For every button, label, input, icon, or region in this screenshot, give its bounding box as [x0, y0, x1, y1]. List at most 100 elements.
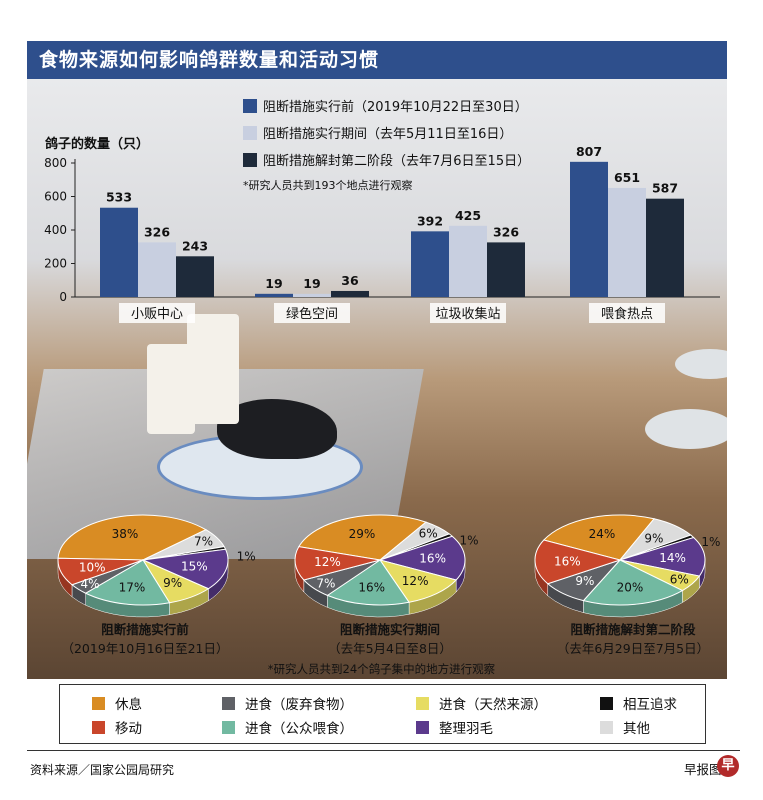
- pie-slice-label: 4%: [80, 577, 99, 591]
- pie-slice-label: 17%: [119, 580, 146, 594]
- y-tick-label: 0: [59, 290, 67, 304]
- legend-item: 阻断措施解封第二阶段（去年7月6日至15日）: [243, 146, 530, 173]
- pie-slice-label: 24%: [589, 527, 616, 541]
- legend-item: 休息: [92, 693, 142, 713]
- legend-item: 阻断措施实行期间（去年5月11日至16日）: [243, 119, 530, 146]
- category-label-bg: [119, 303, 195, 323]
- pie-slice-label: 12%: [402, 574, 429, 588]
- y-tick-label: 200: [44, 257, 67, 271]
- pie-subtitle: （去年5月4日至8日）: [328, 641, 452, 656]
- pie-slice-label: 16%: [419, 552, 446, 566]
- bar: [176, 256, 214, 297]
- bar-value-label: 243: [182, 238, 208, 253]
- legend-item: 移动: [92, 717, 142, 737]
- legend-item: 进食（废弃食物）: [222, 693, 353, 713]
- pie-title: 阻断措施解封第二阶段: [570, 622, 696, 637]
- legend-item: 阻断措施实行前（2019年10月22日至30日）: [243, 92, 530, 119]
- legend-swatch: [243, 125, 257, 140]
- bar-note: *研究人员共到193个地点进行观察: [243, 179, 413, 192]
- bar: [608, 187, 646, 297]
- category-label-bg: [430, 303, 506, 323]
- bar-value-label: 392: [417, 213, 443, 228]
- bar: [255, 293, 293, 297]
- bar-value-label: 36: [341, 273, 359, 288]
- category-label: 喂食热点: [601, 306, 653, 322]
- pie-subtitle: （2019年10月16日至21日）: [61, 641, 229, 656]
- pie-title: 阻断措施实行前: [101, 622, 189, 637]
- pie-slice-label: 9%: [163, 576, 182, 590]
- bar-value-label: 425: [455, 208, 481, 223]
- legend-swatch: [222, 720, 235, 734]
- bar: [331, 290, 369, 297]
- source-credit: 资料来源／国家公园局研究: [30, 763, 175, 777]
- bar: [570, 161, 608, 297]
- pie-slice-label: 16%: [358, 581, 385, 595]
- pie-slice-label: 29%: [349, 527, 376, 541]
- brand-label: 早报图: [684, 762, 722, 777]
- legend-swatch: [222, 696, 235, 710]
- page-title: 食物来源如何影响鸽群数量和活动习惯: [27, 41, 727, 79]
- bar: [138, 242, 176, 297]
- legend-label: 阻断措施实行期间（去年5月11日至16日）: [263, 127, 513, 142]
- pie-slice: [298, 514, 427, 561]
- category-legend: 休息 进食（废弃食物） 进食（天然来源） 相互追求 移动 进食（公众喂食） 整理…: [59, 684, 706, 744]
- bar-value-label: 651: [614, 170, 640, 185]
- bar-value-label: 807: [576, 144, 602, 159]
- pie-slice: [141, 548, 229, 590]
- legend-label: 阻断措施解封第二阶段（去年7月6日至15日）: [263, 154, 531, 169]
- legend-swatch: [600, 720, 613, 734]
- legend-label: 移动: [115, 721, 142, 737]
- legend-swatch: [416, 720, 429, 734]
- y-tick-label: 400: [44, 223, 67, 237]
- pie-slice: [84, 559, 171, 606]
- legend-swatch: [600, 696, 613, 710]
- pie-slice-label: 1%: [701, 535, 720, 549]
- legend-swatch: [243, 152, 257, 167]
- pie-slice: [534, 539, 622, 585]
- pie-slice-label: 1%: [237, 550, 256, 564]
- bar: [646, 198, 684, 297]
- pie-slice-label: 15%: [181, 559, 208, 573]
- pie-slice-label: 9%: [575, 574, 594, 588]
- pie-slice-label: 16%: [554, 554, 581, 568]
- pie-slice: [326, 559, 410, 606]
- bar-value-label: 19: [265, 276, 282, 291]
- legend-item: 相互追求: [600, 693, 677, 713]
- category-label: 小贩中心: [131, 307, 183, 322]
- legend-item: 其他: [600, 717, 650, 737]
- legend-swatch: [416, 696, 429, 710]
- bar-value-label: 533: [106, 190, 132, 205]
- legend-label: 进食（天然来源）: [439, 697, 547, 713]
- y-tick-label: 800: [44, 156, 67, 170]
- stool: [645, 409, 727, 449]
- category-label-bg: [274, 303, 350, 323]
- legend-item: 进食（公众喂食）: [222, 717, 353, 737]
- legend-item: 整理羽毛: [416, 717, 493, 737]
- pie-slice-label: 38%: [112, 527, 139, 541]
- pie-slice: [294, 546, 381, 581]
- pie-slice-label: 10%: [79, 560, 106, 574]
- category-label-bg: [589, 303, 665, 323]
- legend-label: 休息: [115, 697, 142, 713]
- pie-slice-label: 9%: [644, 532, 663, 546]
- legend-swatch: [243, 98, 257, 113]
- bar: [293, 293, 331, 297]
- legend-label: 阻断措施实行前（2019年10月22日至30日）: [263, 100, 528, 115]
- pie-slice-label: 12%: [314, 555, 341, 569]
- pie-slice: [582, 559, 684, 606]
- bar-value-label: 19: [303, 276, 320, 291]
- category-label: 垃圾收集站: [435, 306, 500, 322]
- pie-slice-label: 20%: [617, 580, 644, 594]
- legend-label: 相互追求: [623, 697, 677, 713]
- pie-slice-label: 7%: [194, 535, 213, 549]
- legend-swatch: [92, 696, 105, 710]
- pie-slice: [57, 557, 144, 586]
- y-axis-title: 鸽子的数量（只）: [45, 137, 150, 152]
- cup: [187, 314, 239, 424]
- pie-slice: [619, 536, 706, 577]
- legend-item: 进食（天然来源）: [416, 693, 547, 713]
- legend-label: 整理羽毛: [439, 721, 493, 737]
- legend-swatch: [92, 720, 105, 734]
- bar: [449, 225, 487, 297]
